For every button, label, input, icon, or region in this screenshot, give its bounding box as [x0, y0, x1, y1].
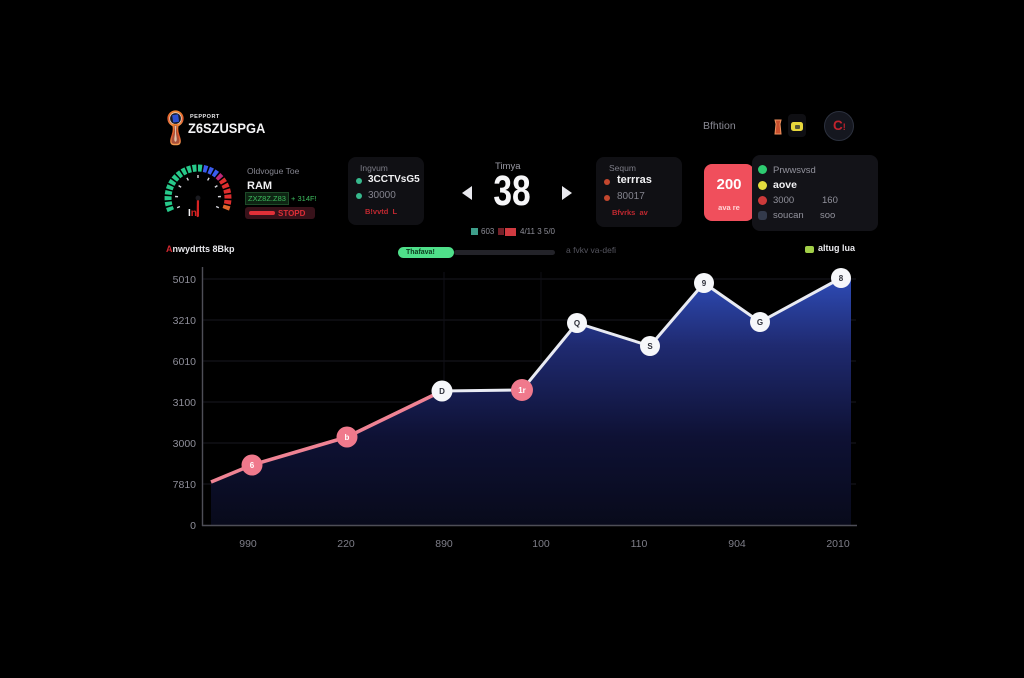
svg-text:Inl: Inl	[188, 208, 200, 219]
svg-text:9: 9	[702, 279, 707, 288]
svg-text:0: 0	[190, 520, 196, 532]
svg-text:5010: 5010	[173, 274, 197, 286]
svg-text:8: 8	[839, 274, 844, 283]
svg-text:Q: Q	[574, 319, 580, 328]
svg-text:S: S	[647, 342, 653, 351]
svg-text:3000: 3000	[173, 438, 197, 450]
svg-text:1r: 1r	[518, 386, 526, 395]
svg-text:D: D	[439, 387, 445, 396]
svg-text:2010: 2010	[826, 538, 850, 550]
svg-text:990: 990	[239, 538, 257, 550]
svg-text:G: G	[757, 318, 763, 327]
svg-text:6: 6	[250, 461, 255, 470]
svg-text:220: 220	[337, 538, 355, 550]
svg-text:100: 100	[532, 538, 550, 550]
svg-text:3100: 3100	[173, 397, 197, 409]
svg-text:904: 904	[728, 538, 746, 550]
svg-text:890: 890	[435, 538, 453, 550]
svg-text:b: b	[345, 433, 350, 442]
svg-text:110: 110	[631, 538, 648, 550]
svg-text:6010: 6010	[173, 356, 197, 368]
svg-text:3210: 3210	[173, 315, 197, 327]
svg-text:7810: 7810	[173, 479, 197, 491]
